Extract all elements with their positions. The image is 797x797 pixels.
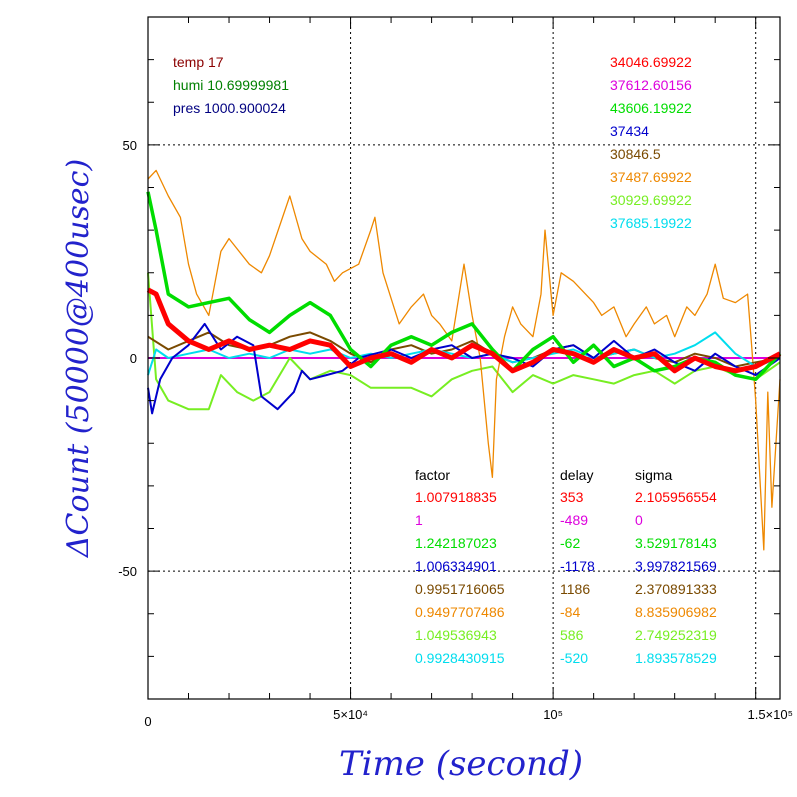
env-label: humi 10.69999981 (173, 77, 289, 93)
table-cell-sigma: 3.997821569 (635, 558, 717, 574)
series-line (147, 272, 781, 411)
table-cell-sigma: 2.749252319 (635, 627, 717, 643)
plot-lines (146, 169, 782, 551)
y-tick-label: 0 (130, 351, 137, 366)
series-mean-label: 37685.19922 (610, 215, 692, 231)
series-mean-label: 30929.69922 (610, 192, 692, 208)
series-mean-label: 30846.5 (610, 146, 661, 162)
table-header: factor (415, 467, 450, 483)
x-tick-label: 1.5×10⁵ (747, 707, 793, 722)
table-cell-factor: 0.9951716065 (415, 581, 505, 597)
x-tick-label: 10⁵ (543, 707, 563, 722)
x-tick-label: 5×10⁴ (333, 707, 368, 722)
y-tick-label: -50 (118, 564, 137, 579)
x-axis-title: Time (second) (339, 744, 583, 784)
table-cell-factor: 1 (415, 512, 423, 528)
table-cell-delay: 586 (560, 627, 584, 643)
table-cell-factor: 1.242187023 (415, 535, 497, 551)
axis-ticks: 0 5×10⁴ 10⁵ 1.5×10⁵ 50 0 -50 (118, 17, 793, 729)
table-cell-delay: -62 (560, 535, 580, 551)
table-cell-sigma: 2.105956554 (635, 489, 717, 505)
table-cell-delay: -520 (560, 650, 588, 666)
series-line (147, 331, 781, 376)
table-cell-sigma: 1.893578529 (635, 650, 717, 666)
env-label: temp 17 (173, 54, 224, 70)
table-cell-factor: 1.007918835 (415, 489, 497, 505)
table-cell-factor: 1.006334901 (415, 558, 497, 574)
table-cell-factor: 0.9928430915 (415, 650, 505, 666)
table-cell-delay: -84 (560, 604, 580, 620)
table-header: sigma (635, 467, 673, 483)
table-cell-factor: 0.9497707486 (415, 604, 505, 620)
table-cell-delay: -489 (560, 512, 588, 528)
table-cell-sigma: 0 (635, 512, 643, 528)
series-line (147, 322, 781, 415)
table-cell-sigma: 2.370891333 (635, 581, 717, 597)
series-mean-label: 37612.60156 (610, 77, 692, 93)
table-cell-sigma: 8.835906982 (635, 604, 717, 620)
env-label: pres 1000.900024 (173, 100, 286, 116)
y-tick-label: 50 (123, 138, 137, 153)
table-header: delay (560, 467, 593, 483)
series-mean-label: 37487.69922 (610, 169, 692, 185)
x-tick-label: 0 (144, 714, 151, 729)
series-mean-label: 37434 (610, 123, 649, 139)
table-cell-factor: 1.049536943 (415, 627, 497, 643)
series-line (147, 169, 781, 551)
series-mean-label: 43606.19922 (610, 100, 692, 116)
table-cell-delay: -1178 (560, 558, 595, 574)
y-axis-title: ΔCount (50000@400usec) (61, 159, 96, 558)
annotations: temp 17 humi 10.69999981 pres 1000.900024 3… (173, 54, 717, 666)
table-cell-delay: 1186 (560, 581, 590, 597)
series-line (146, 287, 782, 374)
table-cell-sigma: 3.529178143 (635, 535, 717, 551)
table-cell-delay: 353 (560, 489, 584, 505)
series-mean-label: 34046.69922 (610, 54, 692, 70)
